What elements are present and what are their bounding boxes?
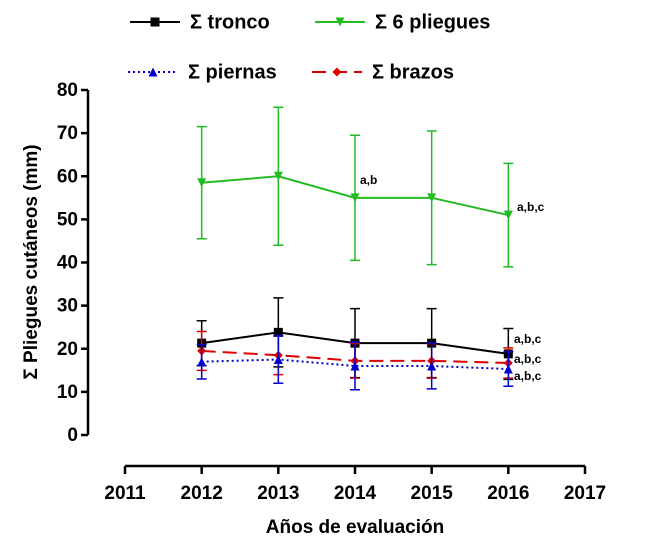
annotation: a,b,c	[514, 352, 542, 366]
legend-entry: Σ piernas	[128, 61, 277, 83]
x-tick-label: 2017	[564, 483, 606, 504]
marker	[150, 17, 160, 27]
marker	[427, 193, 437, 203]
annotation: a,b,c	[514, 332, 542, 346]
x-axis-label: Años de evaluación	[266, 517, 444, 538]
marker	[427, 361, 437, 371]
series-line	[201, 358, 509, 371]
marker	[503, 210, 513, 220]
legend-label: Σ 6 pliegues	[375, 11, 490, 33]
x-tick-label: 2016	[487, 483, 529, 504]
y-tick-label: 10	[57, 382, 78, 403]
legend-entry: Σ brazos	[312, 61, 454, 83]
x-tick-label: 2011	[104, 483, 146, 504]
series	[196, 106, 514, 268]
x-tick-label: 2014	[334, 483, 377, 504]
legend-label: Σ tronco	[190, 11, 270, 33]
annotation: a,b,c	[514, 369, 542, 383]
x-tick-label: 2012	[181, 483, 223, 504]
y-tick-label: 70	[57, 123, 78, 144]
y-tick-label: 0	[67, 425, 78, 446]
marker	[273, 355, 283, 365]
marker	[197, 357, 207, 367]
y-tick-label: 80	[57, 80, 78, 101]
legend-label: Σ piernas	[188, 61, 277, 83]
y-tick-label: 60	[57, 166, 78, 187]
y-tick-label: 30	[57, 296, 78, 317]
annotation: a,b	[360, 173, 377, 187]
marker	[503, 364, 513, 374]
marker	[148, 67, 158, 77]
marker	[350, 361, 360, 371]
annotation: a,b,c	[517, 200, 545, 214]
y-tick-label: 40	[57, 253, 78, 274]
y-tick-label: 50	[57, 209, 78, 230]
legend-entry: Σ tronco	[130, 11, 270, 33]
x-tick-label: 2013	[257, 483, 299, 504]
series	[196, 335, 514, 391]
marker	[273, 171, 283, 181]
marker	[335, 17, 345, 27]
y-tick-label: 20	[57, 339, 78, 360]
legend-entry: Σ 6 pliegues	[315, 11, 490, 33]
legend-label: Σ brazos	[372, 61, 454, 83]
marker	[350, 193, 360, 203]
marker	[273, 327, 283, 337]
marker	[332, 67, 342, 77]
marker	[197, 178, 207, 188]
x-tick-label: 2015	[411, 483, 454, 504]
y-axis-label: Σ Pliegues cutáneos (mm)	[21, 144, 42, 379]
